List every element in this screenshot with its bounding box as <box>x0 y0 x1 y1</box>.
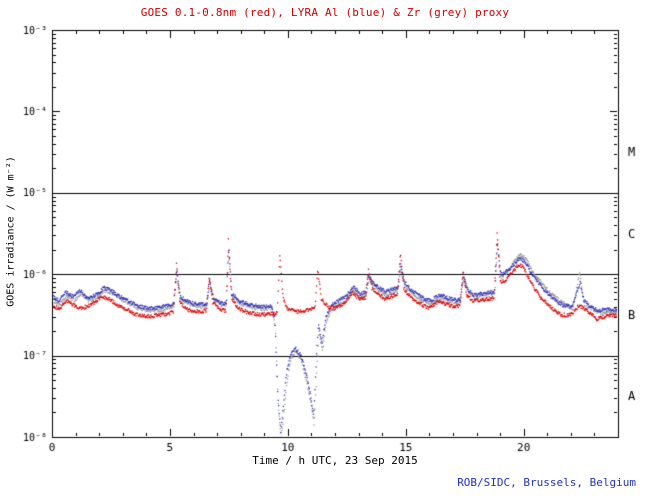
y-axis-label: GOES irradiance / (W m⁻²) <box>5 156 17 307</box>
credit-text: ROB/SIDC, Brussels, Belgium <box>457 476 636 489</box>
x-axis-label: Time / h UTC, 23 Sep 2015 <box>252 454 418 467</box>
chart-title: GOES 0.1-0.8nm (red), LYRA Al (blue) & Z… <box>140 6 510 19</box>
